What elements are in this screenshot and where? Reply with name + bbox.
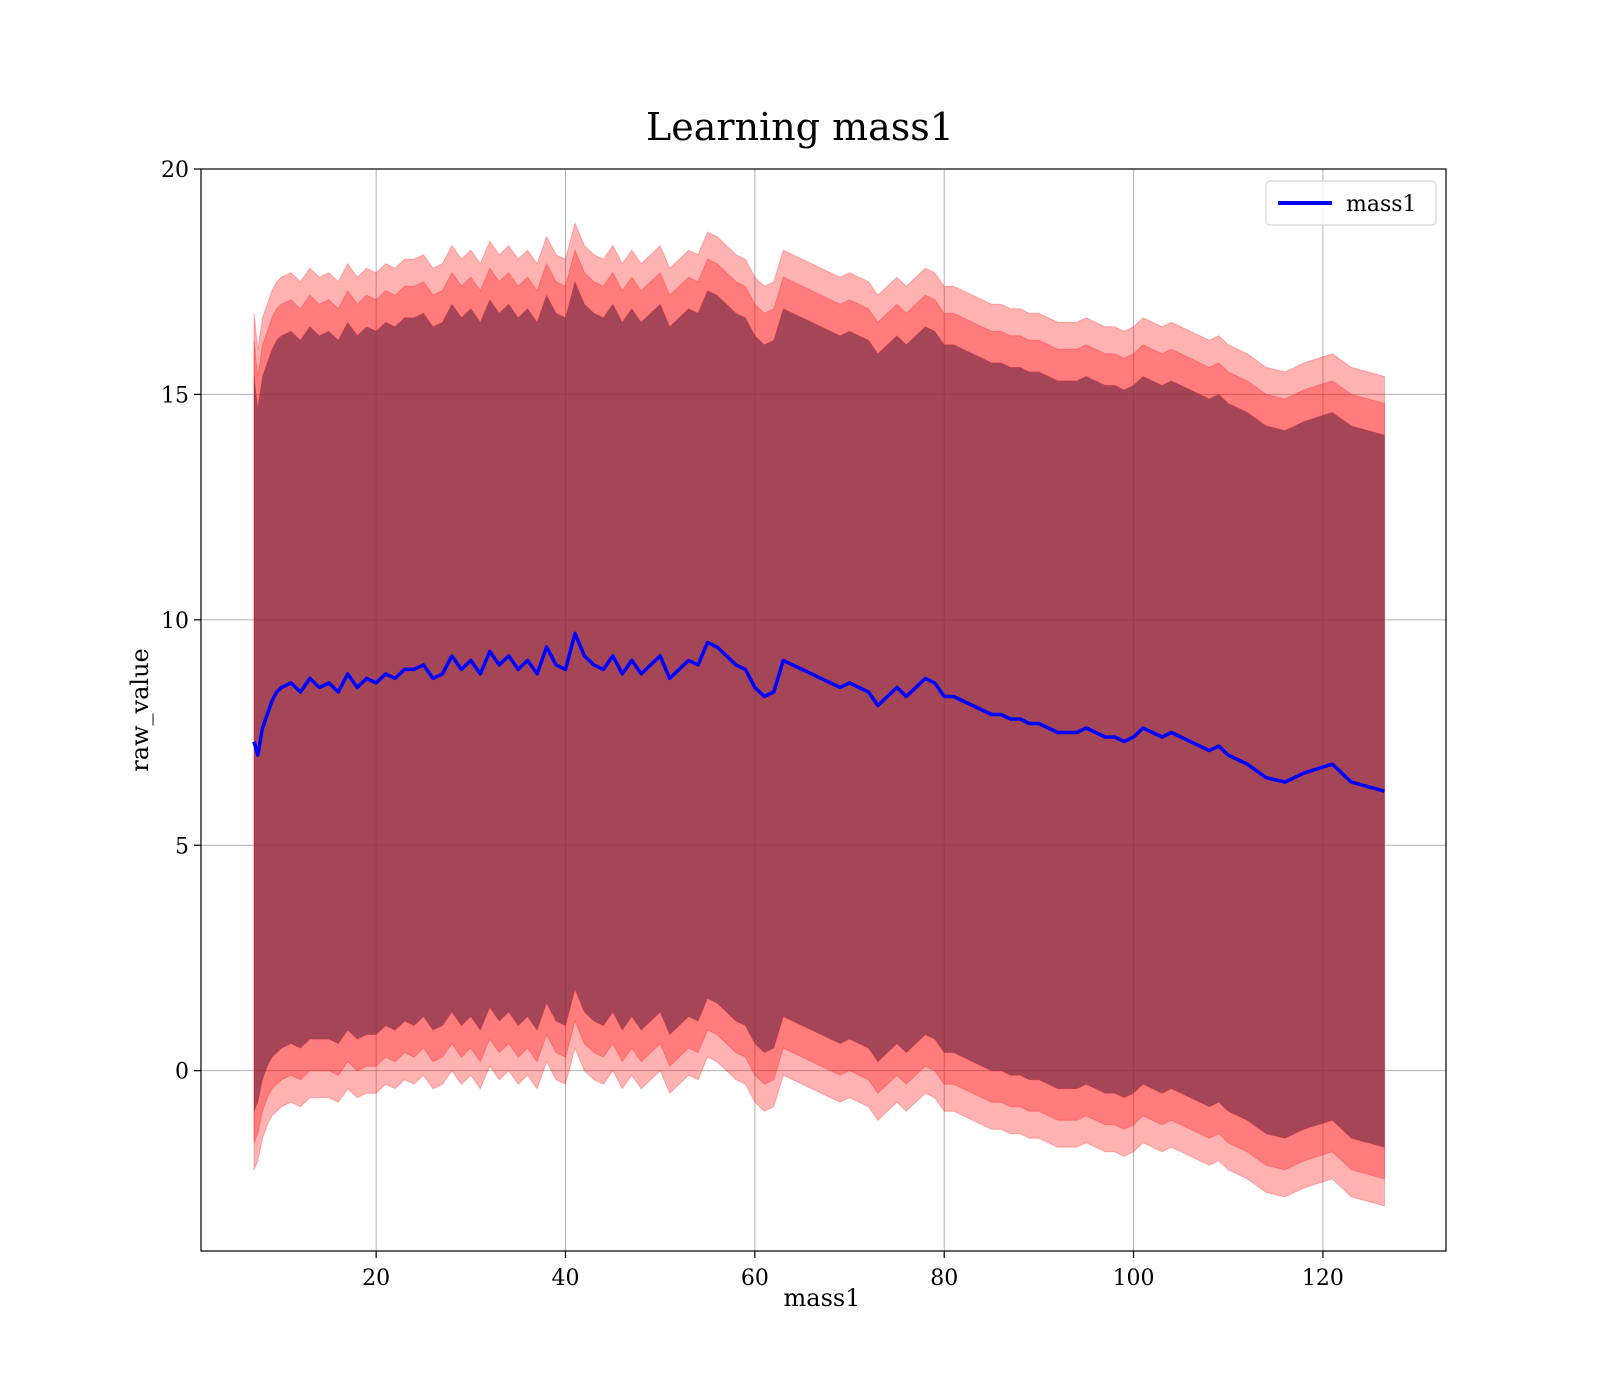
x-tick-label: 40 (552, 1266, 580, 1291)
y-tick-label: 15 (161, 383, 189, 408)
x-tick-label: 20 (362, 1266, 390, 1291)
series-lines (252, 631, 1385, 793)
x-tick-label: 100 (1113, 1266, 1155, 1291)
legend: mass1 (1265, 180, 1437, 226)
x-tick-label: 80 (930, 1266, 958, 1291)
y-tick-label: 0 (175, 1060, 189, 1085)
y-tick-label: 10 (161, 609, 189, 634)
x-tick-label: 120 (1302, 1266, 1344, 1291)
band-core-shade (254, 281, 1385, 1148)
series-line-mass1 (252, 631, 1385, 793)
x-axis-label: mass1 (784, 1284, 861, 1312)
y-tick-label: 20 (161, 158, 189, 183)
plot-frame (200, 168, 1447, 1252)
legend-box (1265, 180, 1437, 226)
y-axis-ticks: 0 5 10 15 20 (161, 158, 201, 1085)
x-axis-ticks: 20 40 60 80 100 120 (362, 1251, 1344, 1291)
legend-label-mass1: mass1 (1346, 192, 1417, 217)
confidence-bands (253, 221, 1385, 1207)
y-tick-label: 5 (175, 834, 189, 859)
chart-title: Learning mass1 (646, 105, 954, 149)
x-tick-label: 60 (741, 1266, 769, 1291)
y-axis-label: raw_value (126, 648, 154, 772)
